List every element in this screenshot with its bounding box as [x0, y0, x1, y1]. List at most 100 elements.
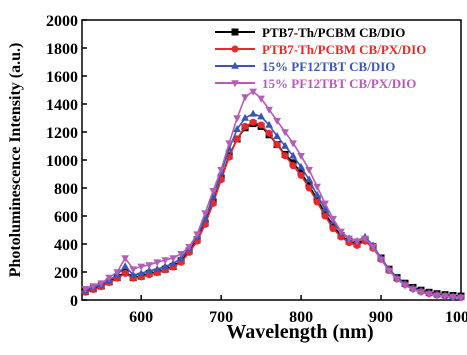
marker	[97, 280, 106, 288]
marker	[129, 266, 138, 274]
marker	[313, 198, 321, 206]
marker	[225, 140, 233, 148]
marker	[449, 294, 457, 302]
y-tick-label: 1000	[46, 153, 78, 170]
marker	[233, 115, 241, 123]
marker	[265, 120, 273, 128]
marker	[121, 269, 129, 277]
marker	[385, 267, 393, 275]
marker	[361, 235, 369, 243]
marker	[321, 200, 329, 208]
marker	[345, 235, 353, 243]
marker	[81, 286, 90, 293]
y-tick-label: 200	[54, 265, 78, 282]
marker	[457, 294, 465, 302]
marker	[231, 61, 239, 69]
marker	[393, 276, 401, 284]
x-tick-label: 900	[369, 309, 393, 326]
marker	[257, 112, 265, 120]
marker	[137, 263, 146, 271]
marker	[305, 175, 313, 183]
marker	[249, 118, 257, 126]
marker	[265, 106, 273, 114]
marker	[369, 244, 377, 251]
marker	[305, 184, 313, 192]
marker	[201, 210, 209, 218]
marker	[121, 255, 130, 263]
marker	[145, 266, 154, 274]
y-tick-label: 1600	[46, 69, 78, 86]
marker	[257, 95, 265, 103]
marker	[105, 274, 114, 282]
legend-label: 15% PF12TBT CB/PX/DIO	[262, 76, 416, 91]
marker	[121, 262, 130, 270]
marker	[441, 293, 449, 301]
marker	[217, 167, 225, 174]
x-tick-label: 800	[289, 309, 313, 326]
legend-label: PTB7-Th/PCBM CB/PX/DIO	[262, 42, 426, 57]
marker	[417, 289, 425, 297]
marker	[313, 183, 321, 191]
marker	[145, 262, 154, 270]
x-tick-label: 700	[209, 309, 233, 326]
marker	[281, 152, 289, 160]
marker	[169, 259, 178, 267]
marker	[329, 216, 337, 223]
marker	[241, 122, 249, 130]
marker	[273, 141, 281, 149]
marker	[233, 125, 241, 132]
y-tick-label: 800	[54, 181, 78, 198]
marker	[153, 259, 162, 267]
marker	[257, 121, 265, 129]
y-tick-label: 1800	[46, 41, 78, 58]
marker	[273, 132, 281, 139]
y-tick-label: 400	[54, 237, 78, 254]
marker	[289, 140, 297, 148]
x-tick-label: 1000	[445, 309, 467, 326]
marker	[231, 28, 239, 36]
y-tick-label: 1200	[46, 125, 78, 142]
marker	[233, 135, 241, 143]
y-tick-label: 600	[54, 209, 78, 226]
x-axis-label: Wavelength (nm)	[226, 321, 373, 343]
marker	[281, 129, 289, 137]
marker	[297, 162, 305, 170]
y-tick-label: 1400	[46, 97, 78, 114]
marker	[281, 141, 289, 149]
legend-label: PTB7-Th/PCBM CB/DIO	[262, 25, 405, 40]
marker	[129, 270, 138, 278]
marker	[265, 129, 273, 137]
marker	[169, 255, 178, 263]
marker	[153, 265, 162, 272]
marker	[289, 162, 297, 170]
marker	[241, 94, 249, 102]
marker	[89, 283, 98, 291]
marker	[231, 45, 239, 53]
marker	[241, 113, 249, 121]
marker	[353, 238, 361, 246]
legend-label: 15% PF12TBT CB/DIO	[262, 59, 395, 74]
marker	[161, 257, 170, 265]
marker	[409, 286, 417, 294]
marker	[297, 171, 305, 179]
marker	[329, 225, 337, 233]
marker	[337, 228, 345, 236]
marker	[185, 244, 193, 251]
marker	[137, 269, 146, 277]
marker	[177, 251, 185, 258]
marker	[377, 256, 385, 264]
marker	[289, 151, 297, 159]
marker	[273, 118, 281, 125]
marker	[249, 109, 257, 117]
y-tick-label: 2000	[46, 13, 78, 30]
x-tick-label: 600	[129, 309, 153, 326]
marker	[433, 292, 441, 300]
marker	[321, 212, 329, 220]
y-tick-label: 0	[70, 293, 78, 310]
marker	[113, 269, 122, 277]
marker	[313, 190, 321, 198]
marker	[305, 167, 313, 174]
marker	[321, 204, 329, 212]
marker	[297, 153, 305, 160]
